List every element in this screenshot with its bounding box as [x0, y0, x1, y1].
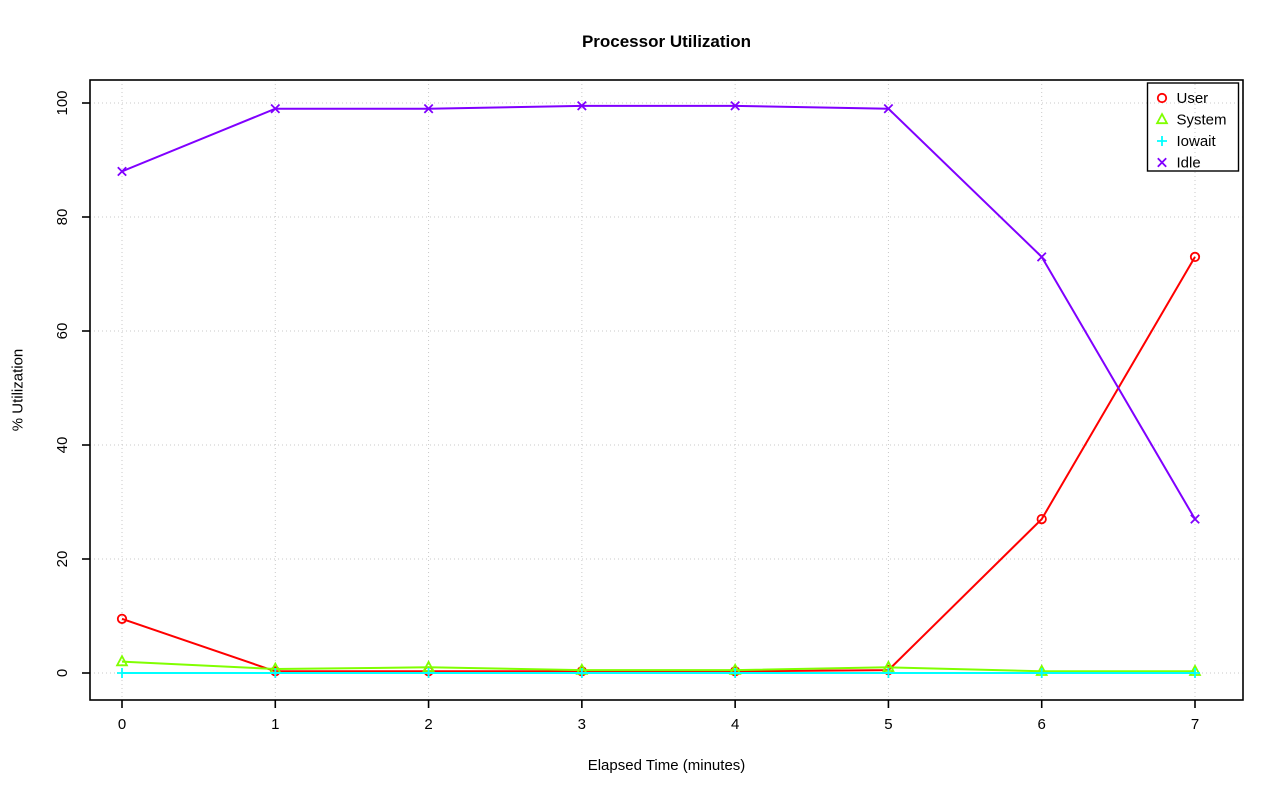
marker-idle: [730, 101, 740, 111]
y-tick-label: 40: [54, 437, 71, 454]
y-tick-label: 0: [54, 669, 71, 677]
y-tick-label: 20: [54, 551, 71, 568]
x-tick-label: 3: [578, 716, 586, 733]
x-tick-label: 7: [1191, 716, 1199, 733]
legend-label-system: System: [1177, 112, 1227, 129]
marker-idle: [423, 103, 434, 114]
y-tick-label: 100: [54, 90, 71, 115]
legend-label-user: User: [1177, 90, 1209, 107]
x-tick-label: 1: [271, 716, 279, 733]
marker-iowait: [730, 668, 741, 678]
legend-box: [1146, 82, 1240, 172]
x-tick-label: 5: [884, 716, 892, 733]
y-tick-label: 80: [54, 209, 71, 226]
y-tick-label: 60: [54, 323, 71, 340]
x-tick-label: 4: [731, 716, 739, 733]
legend-marker-user: [1156, 92, 1168, 104]
series-line-system: [121, 660, 1195, 673]
marker-system: [115, 654, 129, 667]
x-axis-title: Elapsed Time (minutes): [587, 757, 746, 774]
marker-iowait: [270, 668, 281, 678]
y-axis-title: % Utilization: [9, 348, 27, 432]
marker-iowait: [423, 668, 434, 678]
marker-user: [116, 613, 128, 624]
marker-iowait: [576, 668, 587, 678]
marker-iowait: [883, 668, 894, 678]
marker-iowait: [1036, 668, 1047, 678]
plot-border: [89, 79, 1244, 701]
legend-marker-iowait: [1157, 136, 1167, 146]
chart-title: Processor Utilization: [581, 32, 752, 51]
legend-marker-system: [1155, 112, 1169, 125]
marker-iowait: [117, 668, 127, 678]
legend-marker-idle: [1157, 157, 1167, 168]
legend-label-iowait: Iowait: [1177, 133, 1217, 150]
legend-label-idle: Idle: [1177, 155, 1201, 172]
marker-idle: [1190, 514, 1200, 524]
series-line-idle: [121, 104, 1196, 520]
x-tick-label: 2: [424, 716, 432, 733]
marker-idle: [1036, 252, 1047, 262]
marker-idle: [117, 166, 127, 177]
marker-user: [1189, 251, 1201, 262]
x-tick-label: 6: [1038, 716, 1046, 733]
series-line-user: [121, 256, 1196, 673]
marker-user: [1036, 513, 1047, 525]
x-tick-label: 0: [118, 716, 126, 733]
marker-idle: [883, 103, 894, 114]
marker-idle: [577, 101, 587, 111]
marker-idle: [270, 103, 281, 114]
marker-iowait: [1190, 668, 1200, 678]
